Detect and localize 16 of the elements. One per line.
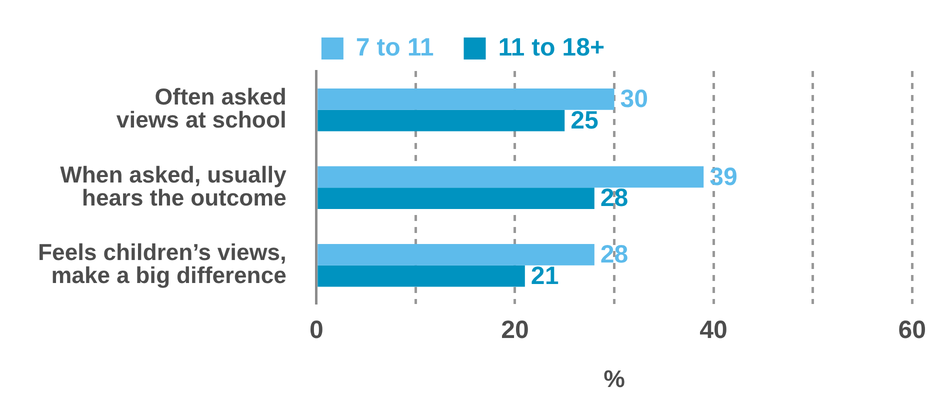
x-tick-label: 0	[309, 316, 324, 344]
y-tick-label: Often asked views at school	[116, 84, 286, 133]
data-label: 28	[600, 240, 628, 269]
data-label: 21	[530, 262, 559, 290]
data-label: 28	[600, 184, 628, 212]
data-label: 39	[710, 162, 738, 191]
x-axis-title: %	[604, 366, 625, 394]
x-tick-label: 20	[501, 316, 529, 344]
data-label: 30	[620, 85, 648, 114]
y-tick-label: Feels children’s views, make a big difference	[38, 239, 286, 288]
data-label: 25	[570, 106, 599, 134]
x-tick-label: 40	[700, 316, 728, 344]
legend-label: 11 to 18+	[498, 33, 605, 62]
y-tick-label: When asked, usually hears the outcome	[60, 161, 287, 210]
x-tick-label: 60	[898, 316, 926, 344]
legend-label: 7 to 11	[356, 33, 434, 62]
